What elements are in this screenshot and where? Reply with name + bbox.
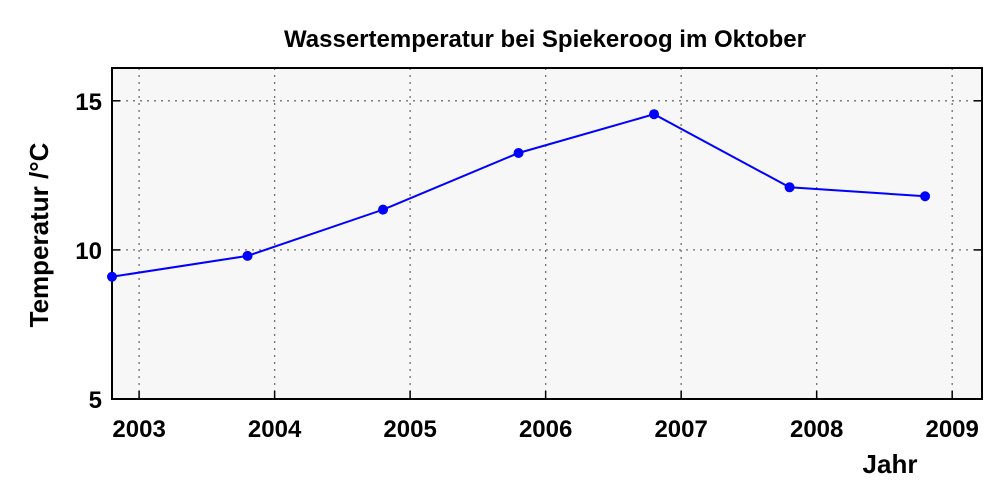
x-tick-label: 2006 (519, 416, 572, 443)
x-tick-label: 2009 (925, 416, 978, 443)
plot-frame (111, 67, 983, 400)
data-point (920, 191, 931, 202)
y-axis-label: Temperatur /°C (24, 142, 54, 327)
grid (112, 68, 982, 399)
data-point (107, 271, 117, 282)
x-tick-label: 2003 (112, 416, 165, 443)
x-axis-ticks: 2003 2004 2005 2006 2007 2008 2009 (112, 391, 979, 443)
chart-title: Wassertemperatur bei Spiekeroog im Oktob… (284, 26, 806, 53)
x-axis-label: Jahr (863, 449, 918, 479)
x-tick-label: 2005 (383, 416, 436, 443)
y-axis-ticks: 5 10 15 (75, 89, 982, 414)
y-tick-label: 5 (89, 387, 102, 414)
plot-area (112, 68, 982, 399)
data-point (513, 147, 524, 158)
x-tick-label: 2004 (248, 416, 302, 443)
x-tick-label: 2008 (790, 416, 843, 443)
data-point (242, 250, 253, 261)
data-series (107, 109, 931, 282)
y-tick-label: 15 (75, 89, 102, 116)
data-point (784, 182, 795, 193)
data-point (378, 204, 389, 215)
data-point (649, 109, 660, 120)
y-tick-label: 10 (75, 238, 102, 265)
x-tick-label: 2007 (654, 416, 707, 443)
